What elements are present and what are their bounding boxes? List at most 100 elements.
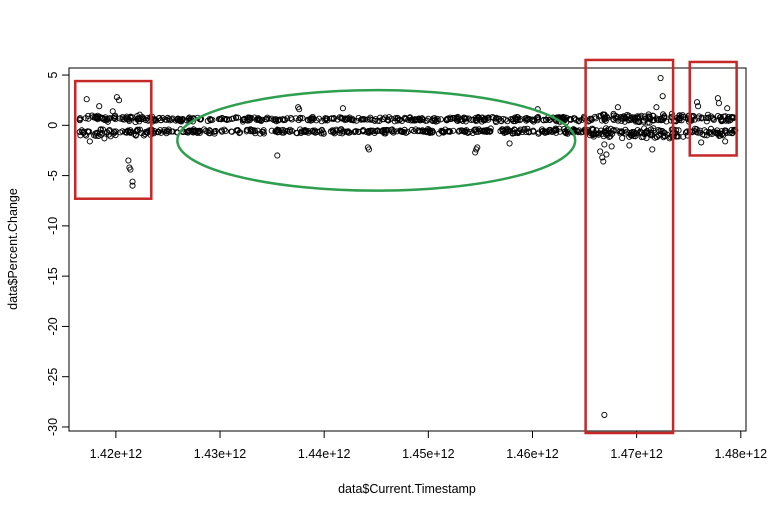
data-point xyxy=(318,130,325,137)
data-point xyxy=(543,116,550,123)
data-point xyxy=(506,140,513,147)
data-point xyxy=(349,115,356,122)
data-point xyxy=(530,127,537,134)
data-point xyxy=(163,130,170,137)
data-point xyxy=(657,75,664,82)
data-point xyxy=(572,116,579,123)
y-tick-label: 5 xyxy=(46,72,60,79)
data-point xyxy=(134,126,141,133)
data-point xyxy=(394,117,401,124)
data-point xyxy=(597,148,604,155)
data-point xyxy=(694,99,701,106)
data-point xyxy=(729,129,736,136)
data-point xyxy=(129,182,136,189)
data-point xyxy=(136,116,143,123)
data-point xyxy=(272,128,279,135)
data-point xyxy=(650,127,657,134)
plot-frame xyxy=(68,67,747,432)
data-point xyxy=(107,133,114,140)
data-point xyxy=(99,115,106,122)
data-point xyxy=(240,117,247,124)
data-point xyxy=(586,132,594,139)
data-point xyxy=(339,105,346,112)
data-point xyxy=(634,113,641,120)
data-point xyxy=(401,126,408,133)
data-point xyxy=(722,128,729,135)
data-point xyxy=(312,129,319,136)
data-point xyxy=(445,128,452,135)
data-point xyxy=(490,114,497,122)
y-axis-label: data$Percent.Change xyxy=(6,188,20,310)
data-point xyxy=(322,117,329,124)
data-point xyxy=(119,114,126,121)
data-point xyxy=(360,126,367,134)
data-point xyxy=(653,104,660,111)
data-point xyxy=(477,116,484,123)
data-point xyxy=(693,129,700,136)
data-point xyxy=(110,128,117,135)
data-point xyxy=(344,129,351,136)
data-point xyxy=(76,128,83,136)
x-tick-label: 1.43e+12 xyxy=(194,447,247,461)
data-point xyxy=(704,111,711,118)
data-point xyxy=(601,141,608,148)
data-point xyxy=(279,116,286,123)
data-point xyxy=(649,146,656,153)
data-point xyxy=(330,128,337,135)
data-point xyxy=(626,142,633,149)
data-point xyxy=(431,115,438,122)
data-point xyxy=(714,112,721,120)
data-point xyxy=(323,115,331,122)
data-point xyxy=(297,114,304,121)
data-point xyxy=(716,130,723,137)
data-point xyxy=(702,115,709,122)
data-point xyxy=(115,97,123,104)
data-point xyxy=(657,116,664,123)
data-point xyxy=(610,116,617,123)
data-point xyxy=(165,116,173,123)
data-point xyxy=(303,128,310,135)
data-point xyxy=(351,128,358,136)
data-point xyxy=(632,133,639,140)
data-point xyxy=(502,116,509,123)
data-point xyxy=(119,128,126,135)
data-point xyxy=(296,106,303,113)
data-point xyxy=(276,116,283,123)
data-point xyxy=(602,125,610,132)
data-point xyxy=(643,135,650,142)
data-point xyxy=(514,114,522,121)
data-point xyxy=(85,115,92,122)
data-point xyxy=(695,115,702,122)
data-point xyxy=(708,130,715,138)
data-point xyxy=(576,117,583,124)
data-point xyxy=(123,129,130,136)
y-tick-label: -10 xyxy=(46,217,60,235)
data-point xyxy=(610,112,617,119)
data-point xyxy=(218,127,225,134)
data-point xyxy=(486,128,493,135)
data-point xyxy=(386,114,393,121)
data-point xyxy=(144,115,151,122)
data-point xyxy=(660,132,667,139)
data-point xyxy=(318,126,325,133)
data-point xyxy=(206,127,213,134)
data-point xyxy=(643,129,650,136)
data-point xyxy=(651,134,659,141)
data-point xyxy=(359,127,366,134)
data-point xyxy=(621,118,628,125)
data-point xyxy=(664,131,671,138)
data-point xyxy=(629,129,636,136)
data-point xyxy=(284,115,291,122)
data-point xyxy=(274,152,281,159)
data-point xyxy=(443,117,450,124)
y-tick-label: -15 xyxy=(46,267,60,285)
data-point xyxy=(299,115,306,122)
x-axis-label: data$Current.Timestamp xyxy=(338,482,476,496)
data-point xyxy=(129,114,136,121)
data-point xyxy=(378,128,385,135)
data-point xyxy=(417,117,424,124)
data-point xyxy=(600,158,607,165)
data-point xyxy=(216,115,223,122)
data-point xyxy=(94,115,101,122)
